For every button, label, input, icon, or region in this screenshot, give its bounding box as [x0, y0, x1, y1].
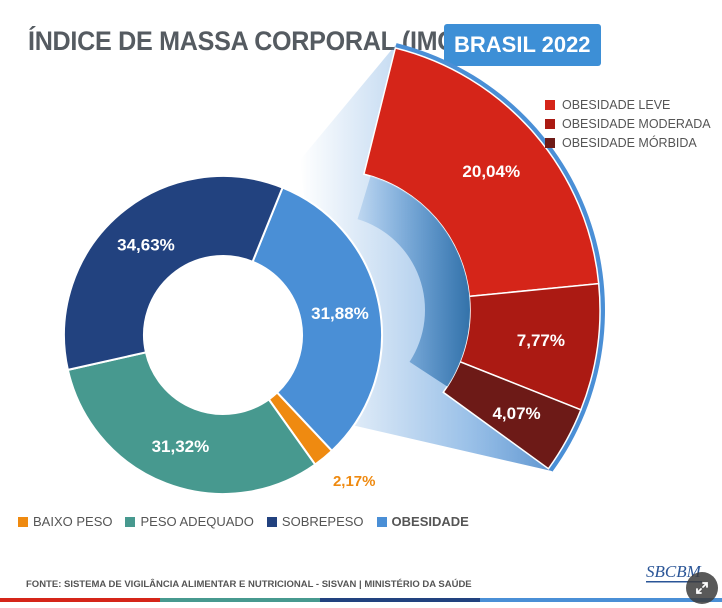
donut-slice-peso-adequado — [66, 351, 317, 495]
donut-label-baixo-peso: 2,17% — [333, 473, 376, 490]
legend-item-obesidade-moderada: OBESIDADE MODERADA — [545, 117, 711, 131]
fan-label-obesidade-leve: 20,04% — [462, 162, 520, 181]
legend-item-obesidade-morbida: OBESIDADE MÓRBIDA — [545, 136, 711, 150]
legend-swatch — [376, 516, 387, 527]
legend-swatch — [545, 100, 555, 110]
legend-item-peso-adequado: PESO ADEQUADO — [125, 514, 254, 529]
year-badge: BRASIL 2022 — [444, 24, 601, 66]
imc-chart: 31,88% 2,17% 31,32% 34,63% 20,04% 7,77% 4,07% — [63, 43, 605, 495]
legend-label: SOBREPESO — [281, 514, 364, 529]
legend-label: OBESIDADE MÓRBIDA — [562, 136, 697, 150]
main-legend: BAIXO PESO PESO ADEQUADO SOBREPESO OBESI… — [18, 514, 469, 529]
footer-segment — [320, 598, 480, 602]
donut-slice-obesidade — [251, 186, 383, 453]
legend-label: OBESIDADE MODERADA — [562, 117, 711, 131]
fan-label-obesidade-moderada: 7,77% — [517, 331, 565, 350]
legend-item-sobrepeso: SOBREPESO — [266, 514, 364, 529]
logo-mark: SBCBM — [646, 562, 702, 581]
legend-swatch — [266, 516, 277, 527]
legend-label: OBESIDADE — [391, 514, 469, 529]
expand-icon — [696, 582, 708, 594]
source-note: FONTE: SISTEMA DE VIGILÂNCIA ALIMENTAR E… — [26, 579, 472, 590]
data-labels: 31,88% 2,17% 31,32% 34,63% 20,04% 7,77% 4,07% — [117, 162, 565, 490]
legend-swatch — [18, 516, 28, 527]
fan-border — [395, 43, 605, 472]
donut-label-peso-adequado: 31,32% — [152, 437, 210, 456]
legend-label: OBESIDADE LEVE — [562, 98, 671, 112]
donut-label-obesidade: 31,88% — [311, 304, 369, 323]
donut-slice-sobrepeso — [63, 175, 284, 372]
footer-segment — [480, 598, 722, 602]
main-donut — [63, 175, 383, 495]
fan-label-obesidade-morbida: 4,07% — [492, 404, 540, 423]
logo-rule — [646, 581, 702, 583]
expand-button[interactable] — [686, 572, 718, 604]
donut-label-sobrepeso: 34,63% — [117, 235, 175, 254]
legend-swatch — [125, 516, 136, 527]
legend-label: PESO ADEQUADO — [140, 514, 254, 529]
legend-item-obesidade-leve: OBESIDADE LEVE — [545, 98, 711, 112]
obesity-breakdown — [357, 47, 601, 470]
sbcbm-logo: SBCBM — [646, 562, 702, 583]
legend-swatch — [545, 119, 555, 129]
obesity-legend: OBESIDADE LEVE OBESIDADE MODERADA OBESID… — [545, 98, 711, 155]
footer-bar — [0, 598, 722, 602]
fan-inner-shade — [357, 176, 470, 387]
legend-item-baixo-peso: BAIXO PESO — [18, 514, 112, 529]
legend-swatch — [545, 138, 555, 148]
footer-segment — [160, 598, 320, 602]
legend-label: BAIXO PESO — [33, 514, 113, 529]
legend-item-obesidade: OBESIDADE — [376, 514, 469, 529]
footer-segment — [0, 598, 160, 602]
